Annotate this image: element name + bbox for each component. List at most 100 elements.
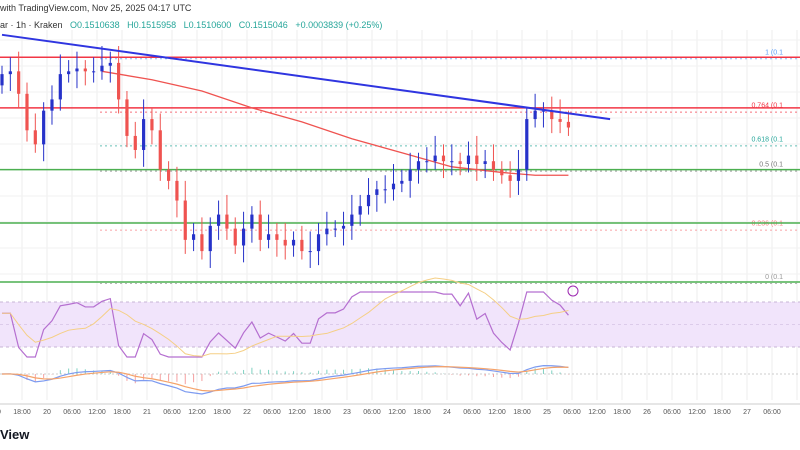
candle-body [550,110,554,120]
time-tick-label: 20 [43,409,51,416]
time-tick-label: 06:00 [263,409,281,416]
candle-body [133,135,137,150]
moving-average-line [101,70,569,176]
time-tick-label: 18:00 [13,409,31,416]
candle-body [341,225,346,229]
candle-body [50,99,54,111]
candle-body [83,68,87,72]
time-tick-label: 21 [143,409,151,416]
price-chart[interactable]: 1 (0.1 0.764 (0.1 0.618 (0.1 0.5 (0.1 0.236 … [0,0,800,420]
time-tick-label: 06:00 [63,409,81,416]
time-tick-label: 24 [443,409,451,416]
candle-body [191,234,196,240]
candle-body [466,155,471,165]
symbol-legend: ar · 1h · Kraken O0.1510638 H0.1515958 L… [0,20,387,30]
candle-body [100,65,104,72]
candle-body [167,169,171,181]
high-value: H0.1515958 [127,20,177,30]
candle-body [200,234,204,252]
candle-body [275,234,279,240]
symbol-label: ar · 1h · Kraken [0,20,63,30]
tradingview-logo: View [0,427,30,442]
time-tick-label: 18:00 [213,409,231,416]
time-tick-label: 06:00 [163,409,181,416]
rsi-ma-line [2,277,569,357]
candle-body [208,225,212,252]
candle-body [375,189,379,195]
candle-body [333,228,337,230]
candle-body [408,169,412,181]
candle-body [533,110,537,120]
candle-body [508,175,512,181]
candle-body [108,62,112,66]
published-caption: with TradingView.com, Nov 25, 2025 04:17… [0,3,192,13]
change-value: +0.0003839 (+0.25%) [295,20,383,30]
candle-body [325,228,329,235]
candle-body [17,71,21,94]
candle-body [216,214,221,226]
fib-label: 0.236 (0.1 [751,221,783,228]
time-tick-label: 18:00 [513,409,531,416]
macd-signal-line [1,366,569,392]
candle-body [142,119,146,150]
candle-body [175,180,179,201]
candle-body [266,234,271,240]
candle-body [425,161,429,163]
candle-body [525,119,529,170]
time-tick-label: 12:00 [288,409,306,416]
time-tick-label: 12:00 [688,409,706,416]
time-tick-label: 18:00 [113,409,131,416]
candle-body [150,119,154,131]
fib-label: 0.764 (0.1 [751,103,783,110]
candle-body [33,130,37,145]
time-tick-label: 26 [643,409,651,416]
candle-body [558,119,562,122]
candle-body [516,169,521,181]
time-tick-label: 27 [743,409,751,416]
candle-body [433,155,437,162]
time-tick-label: 06:00 [363,409,381,416]
close-value: C0.1515046 [238,20,288,30]
time-tick-label: 06:00 [663,409,681,416]
time-tick-label: 06:00 [563,409,581,416]
candle-body [566,121,571,128]
candle-body [258,214,262,240]
time-tick-label: 18:00 [713,409,731,416]
candle-body [67,71,71,75]
candle-body [358,206,362,215]
candle-body [350,214,354,226]
macd-line [1,365,569,395]
candle-body [225,214,229,229]
candle-body [241,228,246,246]
candle-body [491,161,496,170]
candle-body [117,62,121,100]
rsi-line [2,291,569,358]
time-tick-label: 06:00 [463,409,481,416]
candle-body [300,239,304,252]
time-tick-label: 12:00 [188,409,206,416]
candle-body [383,189,387,191]
candle-body [92,71,96,73]
candle-body [441,155,446,162]
time-tick-label: 25 [543,409,551,416]
candle-body [283,239,287,246]
time-tick-label: 12:00 [588,409,606,416]
candle-body [308,251,312,253]
candle-body [366,194,371,207]
candle-body [400,180,404,184]
time-tick-label: 22 [243,409,251,416]
candle-body [475,155,479,165]
candle-body [416,161,421,170]
time-tick-label: 12:00 [488,409,506,416]
candle-body [125,99,129,136]
trendline [1,33,611,121]
low-value: L0.1510600 [183,20,232,30]
candle-body [8,71,12,75]
candle-body [0,74,4,86]
alert-icon [567,285,579,297]
fib-label: 0.5 (0.1 [759,162,783,169]
candle-body [391,183,396,190]
candle-body [450,161,454,163]
candle-body [250,214,254,229]
time-tick-label: 00 [0,409,1,416]
